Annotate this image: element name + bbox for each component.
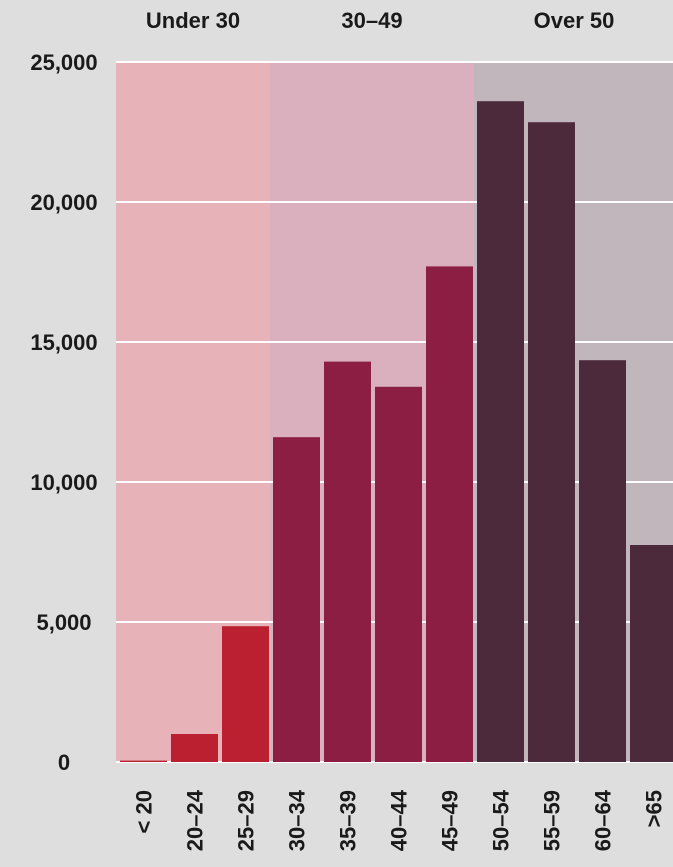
y-tick-label-1: 5,000	[36, 610, 91, 635]
x-tick-label-4: 35–39	[336, 790, 361, 851]
bar-3	[273, 437, 320, 762]
bar-7	[477, 101, 524, 762]
x-tick-label-9: 60–64	[591, 789, 616, 851]
group-label-2: Over 50	[534, 8, 615, 33]
x-tick-label-10: >65	[642, 790, 667, 827]
y-tick-label-4: 20,000	[30, 190, 97, 215]
y-tick-label-3: 15,000	[30, 330, 97, 355]
bars	[120, 101, 673, 762]
x-tick-label-1: 20–24	[183, 789, 208, 851]
bar-4	[324, 361, 371, 762]
y-axis-tick-labels: 0 5,000 10,000 15,000 20,000 25,000	[30, 50, 97, 775]
bar-0	[120, 760, 167, 762]
group-label-1: 30–49	[341, 8, 402, 33]
bar-8	[528, 122, 575, 762]
bar-10	[630, 545, 673, 762]
bar-1	[171, 734, 218, 762]
x-axis-tick-labels: < 20 20–24 25–29 30–34 35–39 40–44 45–49 50–54 5…	[132, 789, 667, 851]
x-tick-label-3: 30–34	[285, 789, 310, 851]
group-label-0: Under 30	[146, 8, 240, 33]
x-tick-label-2: 25–29	[234, 790, 259, 851]
x-tick-label-7: 50–54	[489, 789, 514, 851]
bar-9	[579, 360, 626, 762]
group-labels: Under 30 30–49 Over 50	[146, 8, 614, 33]
x-tick-label-0: < 20	[132, 790, 157, 833]
bar-5	[375, 386, 422, 762]
x-tick-label-6: 45–49	[438, 790, 463, 851]
y-tick-label-0: 0	[58, 750, 70, 775]
x-tick-label-5: 40–44	[387, 789, 412, 851]
y-tick-label-5: 25,000	[30, 50, 97, 75]
x-tick-label-8: 55–59	[540, 790, 565, 851]
bar-2	[222, 626, 269, 762]
y-tick-label-2: 10,000	[30, 470, 97, 495]
bar-6	[426, 266, 473, 762]
